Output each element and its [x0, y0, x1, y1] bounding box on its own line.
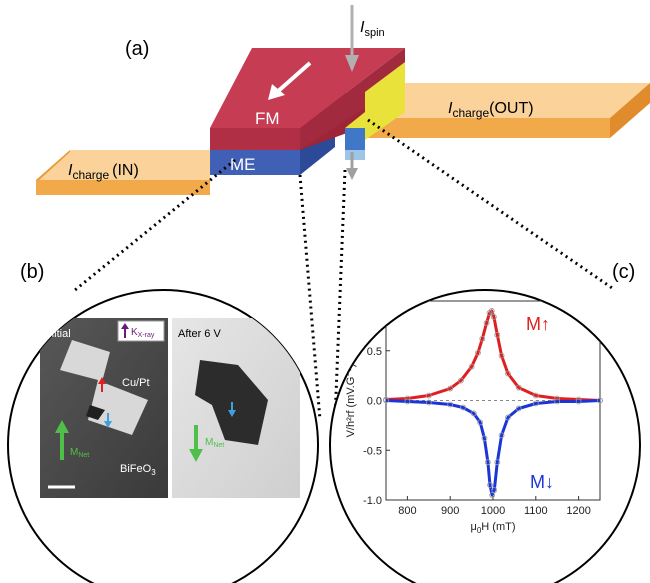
m-up-label: M↑ — [526, 314, 550, 334]
panel-c-label: (c) — [612, 261, 635, 283]
panel-b: (b) Initial After 6 V KX-ray Cu/Pt BiFeO… — [8, 261, 318, 583]
x-tick-label: 1200 — [566, 505, 590, 517]
x-tick-label: 1000 — [481, 505, 505, 517]
y-tick-label: -0.5 — [363, 445, 382, 457]
after-label: After 6 V — [178, 328, 221, 340]
bifeo3-label: BiFeO3 — [120, 463, 156, 477]
m-down-label: M↓ — [530, 472, 554, 492]
me-label: ME — [230, 155, 256, 174]
k-xray-legend: KX-ray — [118, 321, 164, 341]
y-tick-label: 1.0 — [367, 296, 382, 308]
i-spin-label: Ispin — [360, 19, 385, 39]
me-tab — [345, 128, 365, 160]
x-tick-label: 800 — [398, 505, 416, 517]
x-tick-label: 1100 — [524, 505, 548, 517]
y-tick-label: 0.5 — [367, 346, 382, 358]
y-tick-label: -1.0 — [363, 495, 382, 507]
panel-b-label: (b) — [20, 261, 44, 283]
cu-pt-label: Cu/Pt — [122, 377, 150, 389]
fm-label: FM — [255, 109, 280, 128]
y-tick-label: 0.0 — [367, 396, 382, 408]
panel-a-label: (a) — [125, 38, 149, 60]
x-tick-label: 900 — [441, 505, 459, 517]
initial-label: Initial — [45, 328, 71, 340]
panel-c: (c) 800 900 1000 1100 1200 1.0 0.5 0.0 -0.5 -1.0 M… — [330, 261, 640, 583]
